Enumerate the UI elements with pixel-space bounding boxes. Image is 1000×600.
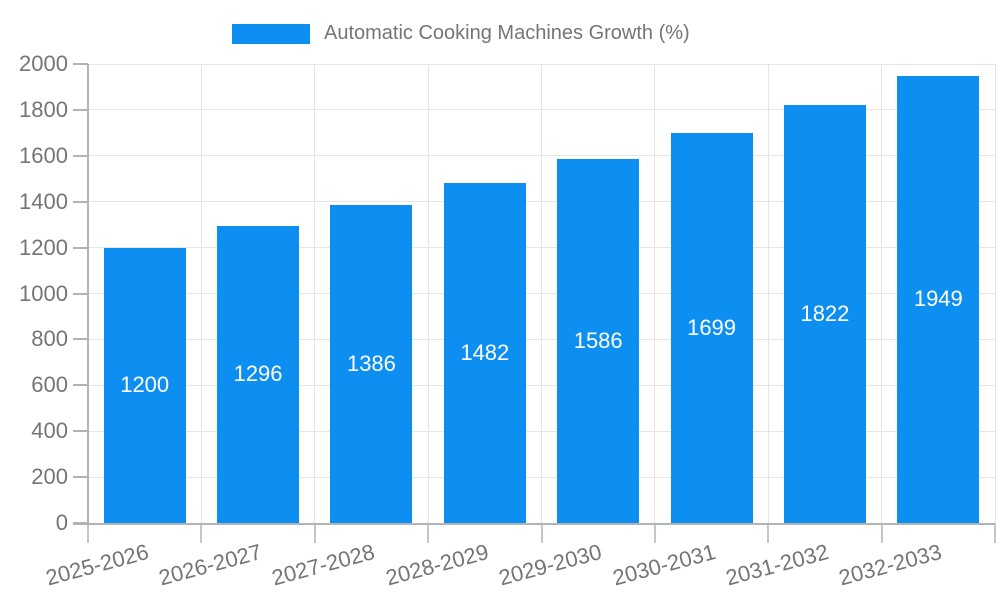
- x-axis-tick: [200, 523, 203, 543]
- v-gridline: [200, 64, 202, 523]
- legend-swatch: [232, 24, 310, 44]
- bar-value-label: 1949: [913, 286, 963, 312]
- legend-label: Automatic Cooking Machines Growth (%): [324, 21, 690, 44]
- bar[interactable]: [897, 75, 980, 523]
- y-axis-tick: [73, 154, 88, 157]
- bar-value-label: 1699: [687, 315, 737, 341]
- bar-value-label: 1386: [346, 350, 396, 376]
- x-axis-tick: [994, 523, 996, 543]
- x-axis-tick: [767, 523, 770, 543]
- y-axis-tick: [73, 384, 88, 387]
- y-axis-tick: [73, 430, 88, 433]
- y-axis-tick: [73, 338, 88, 341]
- bar[interactable]: [330, 204, 413, 523]
- bar-value-label: 1586: [573, 328, 623, 353]
- v-gridline: [881, 64, 883, 523]
- bar-value-label: 1296: [233, 361, 283, 387]
- y-axis-tick-label: 200: [31, 464, 68, 490]
- x-axis-tick: [427, 523, 430, 543]
- bar[interactable]: [103, 247, 186, 523]
- y-axis-tick-label: 800: [31, 326, 68, 352]
- bar[interactable]: [557, 159, 640, 523]
- v-gridline: [767, 64, 769, 523]
- y-axis-tick-label: 400: [31, 418, 68, 444]
- y-axis-tick-label: 600: [31, 372, 68, 398]
- bar-value-label: 1200: [120, 372, 170, 398]
- y-axis-tick-label: 1000: [19, 280, 68, 306]
- v-gridline: [314, 64, 316, 523]
- bar[interactable]: [443, 182, 526, 523]
- v-gridline: [654, 64, 656, 523]
- y-axis-tick-label: 1600: [19, 142, 68, 168]
- y-axis-tick: [73, 63, 88, 65]
- y-axis-tick-label: 0: [55, 510, 68, 535]
- legend-item[interactable]: Automatic Cooking Machines Growth (%): [232, 18, 690, 48]
- bar[interactable]: [783, 104, 866, 523]
- y-axis-tick: [73, 476, 88, 479]
- v-gridline: [427, 64, 429, 523]
- bar[interactable]: [217, 225, 300, 523]
- y-axis-tick: [73, 246, 88, 249]
- y-axis-line: [87, 64, 89, 525]
- bar[interactable]: [670, 133, 753, 523]
- y-axis-tick-label: 1400: [19, 188, 68, 214]
- y-axis-tick-label: 1200: [19, 234, 68, 260]
- v-gridline: [541, 64, 542, 523]
- x-axis-tick: [540, 523, 543, 543]
- v-gridline: [994, 64, 996, 523]
- x-axis-tick: [87, 523, 89, 543]
- x-axis-tick: [313, 523, 316, 543]
- y-axis-tick-label: 2000: [19, 51, 68, 76]
- x-axis-tick: [653, 523, 656, 543]
- x-axis-line: [73, 523, 995, 525]
- x-axis-tick: [880, 523, 883, 543]
- y-axis-tick: [73, 200, 88, 203]
- y-axis-tick: [73, 292, 88, 295]
- y-axis-tick: [73, 108, 88, 111]
- bar-value-label: 1822: [800, 300, 850, 326]
- y-axis-tick-label: 1800: [19, 96, 68, 122]
- bar-value-label: 1482: [460, 339, 510, 365]
